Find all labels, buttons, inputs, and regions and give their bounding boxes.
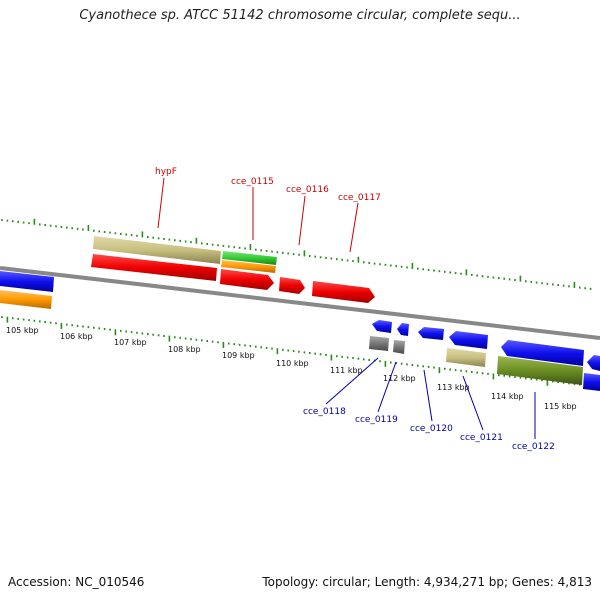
cds-arrow-cce-0115[interactable] [220, 269, 274, 290]
cds-arrow-cce-0122[interactable] [501, 340, 584, 366]
cds-arrow-left-edge[interactable] [0, 271, 54, 292]
cds-arrow-cce-0117[interactable] [312, 281, 375, 303]
cds-arrow-right-edge[interactable] [587, 355, 600, 371]
gene-label-cce-0122[interactable]: cce_0122 [512, 442, 555, 452]
gene-feature-green[interactable] [222, 251, 277, 265]
kbp-label: 107 kbp [114, 338, 147, 347]
gene-feature-tan[interactable] [93, 236, 221, 264]
kbp-label: 106 kbp [60, 332, 93, 341]
gene-feature-tan-lower[interactable] [446, 348, 486, 367]
upper-tick-row [1, 218, 592, 290]
forward-features [0, 236, 375, 309]
kbp-label: 113 kbp [437, 383, 470, 392]
gene-feature-gray-2[interactable] [393, 340, 405, 354]
topology-summary-text: Topology: circular; Length: 4,934,271 bp… [262, 575, 592, 589]
gene-label-cce-0116[interactable]: cce_0116 [286, 185, 329, 195]
reverse-features [369, 320, 600, 391]
cds-arrow-right-edge-2[interactable] [583, 373, 600, 391]
kbp-label: 108 kbp [168, 345, 201, 354]
cds-arrow-cce-0118[interactable] [372, 320, 392, 333]
accession-text: Accession: NC_010546 [8, 575, 145, 589]
kbp-label: 114 kbp [491, 392, 524, 401]
cds-arrow-cce-0120[interactable] [418, 327, 444, 340]
cds-arrow-cce-0121[interactable] [449, 331, 488, 349]
gene-label-cce-0118[interactable]: cce_0118 [303, 407, 346, 417]
cds-arrow-cce-0116[interactable] [279, 277, 305, 294]
cds-arrow-cce-0119[interactable] [397, 323, 409, 336]
gene-label-cce-0120[interactable]: cce_0120 [410, 424, 453, 434]
gene-feature-orange-left[interactable] [0, 290, 52, 309]
upper-gene-labels: hypF cce_0115 cce_0116 cce_0117 [155, 167, 381, 253]
gene-label-hypf[interactable]: hypF [155, 167, 177, 177]
gene-label-cce-0117[interactable]: cce_0117 [338, 193, 381, 203]
map-title: Cyanothece sp. ATCC 51142 chromosome cir… [79, 8, 521, 23]
kbp-scale-labels: 105 kbp 106 kbp 107 kbp 108 kbp 109 kbp … [6, 326, 577, 411]
kbp-label: 112 kbp [383, 374, 416, 383]
gene-feature-olive[interactable] [497, 356, 583, 385]
chromosome-backbone [0, 266, 600, 340]
kbp-label: 105 kbp [6, 326, 39, 335]
kbp-label: 115 kbp [544, 402, 577, 411]
gene-label-cce-0121[interactable]: cce_0121 [460, 433, 503, 443]
lower-gene-labels: cce_0118 cce_0119 cce_0120 cce_0121 cce_… [303, 357, 555, 452]
gene-label-cce-0115[interactable]: cce_0115 [231, 177, 274, 187]
gene-label-cce-0119[interactable]: cce_0119 [355, 415, 398, 425]
gene-feature-gray-1[interactable] [369, 336, 389, 351]
cds-arrow-hypf[interactable] [91, 254, 217, 281]
kbp-label: 111 kbp [330, 366, 363, 375]
kbp-label: 110 kbp [276, 359, 309, 368]
gene-feature-orange[interactable] [221, 260, 276, 273]
kbp-label: 109 kbp [222, 351, 255, 360]
